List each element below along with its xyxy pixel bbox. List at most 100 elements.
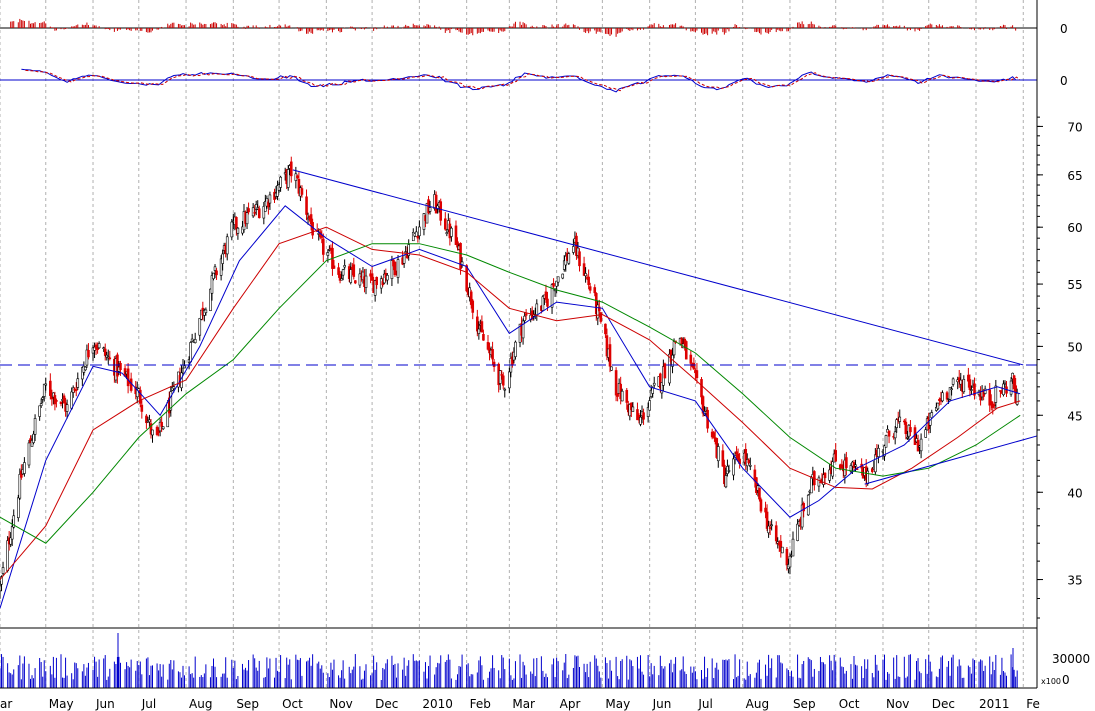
- candle-body: [145, 415, 148, 424]
- candle-body: [204, 309, 208, 313]
- candle-body: [482, 334, 485, 341]
- candle-body: [768, 527, 772, 529]
- candle-body: [103, 348, 107, 356]
- candle-body: [354, 280, 357, 284]
- vertical-grid: [0, 0, 1024, 688]
- candle-body: [884, 435, 888, 448]
- candle-body: [930, 412, 934, 419]
- candle-body: [550, 284, 554, 308]
- candle-body: [151, 429, 154, 436]
- candle-body: [501, 375, 505, 386]
- candle-body: [425, 203, 429, 224]
- candle-body: [692, 362, 696, 370]
- candle-body: [983, 388, 987, 394]
- candle-body: [183, 365, 186, 369]
- candle-body: [62, 395, 66, 404]
- candle-body: [286, 169, 290, 188]
- candle-body: [598, 306, 601, 312]
- candle-body: [765, 511, 769, 529]
- candle-body: [523, 315, 526, 321]
- candle-body: [454, 225, 458, 246]
- candle-body: [967, 374, 970, 382]
- candle-body: [968, 379, 972, 390]
- candle-body: [994, 385, 998, 403]
- volume-panel: [0, 633, 1018, 688]
- candle-body: [535, 303, 539, 316]
- candle-body: [108, 357, 112, 360]
- candle-body: [503, 388, 507, 391]
- candle-body: [96, 347, 99, 350]
- candle-body: [74, 389, 78, 391]
- candle-body: [477, 328, 481, 334]
- candle-body: [296, 175, 299, 179]
- candle-body: [42, 383, 46, 397]
- candle-body: [620, 390, 624, 402]
- histogram-zero-label: 0: [1060, 22, 1068, 36]
- candle-body: [498, 370, 502, 384]
- candle-body: [38, 405, 41, 417]
- candle-body: [828, 469, 831, 481]
- candle-body: [230, 221, 234, 238]
- candle-body: [898, 416, 902, 422]
- candle-body: [572, 246, 575, 253]
- candle-body: [845, 457, 848, 468]
- candle-body: [970, 389, 973, 391]
- candle-body: [646, 407, 650, 417]
- candle-body: [267, 201, 270, 208]
- candle-body: [53, 395, 57, 405]
- candle-body: [764, 507, 767, 513]
- candle-body: [404, 251, 407, 253]
- candle-body: [614, 370, 618, 396]
- candle-body: [578, 251, 581, 267]
- candle-body: [373, 280, 377, 296]
- candle-body: [309, 214, 313, 225]
- candle-body: [340, 278, 343, 281]
- candle-body: [556, 276, 560, 283]
- candle-body: [874, 454, 877, 473]
- candle-body: [157, 430, 160, 433]
- candle-body: [189, 342, 192, 363]
- candle-body: [245, 212, 249, 225]
- candle-body: [796, 523, 799, 541]
- x-tick-label: Mar: [512, 697, 535, 711]
- candle-body: [877, 448, 880, 457]
- candle-body: [422, 213, 426, 230]
- x-tick-label: Dec: [375, 697, 398, 711]
- candle-body: [919, 438, 923, 452]
- x-tick-label: Apr: [560, 697, 581, 711]
- x-tick-label: Oct: [282, 697, 303, 711]
- candle-body: [514, 341, 517, 357]
- candle-body: [555, 280, 558, 287]
- candle-body: [251, 207, 255, 217]
- candle-body: [1, 567, 5, 574]
- candle-body: [276, 185, 279, 197]
- x-tick-label: Oct: [839, 697, 860, 711]
- candle-body: [23, 462, 26, 474]
- candle-body: [895, 419, 899, 428]
- candle-body: [594, 293, 598, 315]
- candle-body: [289, 161, 293, 177]
- x-tick-label: Jun: [95, 697, 115, 711]
- candle-body: [364, 275, 368, 288]
- candle-body: [268, 194, 272, 204]
- x-tick-label: ar: [0, 697, 12, 711]
- candle-body: [320, 235, 324, 238]
- candle-body: [1003, 382, 1007, 385]
- candle-body: [358, 273, 362, 286]
- candle-body: [599, 312, 603, 322]
- candle-body: [236, 227, 240, 234]
- candle-body: [732, 458, 735, 476]
- candle-body: [639, 416, 642, 425]
- candle-body: [712, 432, 716, 438]
- candle-body: [636, 409, 639, 421]
- candle-body: [149, 423, 153, 435]
- candle-body: [32, 433, 35, 443]
- ma-slow-line: [0, 243, 1021, 544]
- candle-body: [445, 232, 449, 235]
- candle-body: [321, 238, 325, 255]
- candle-body: [85, 349, 89, 366]
- candle-body: [544, 291, 548, 300]
- volume-tick-label: 0: [1062, 673, 1070, 687]
- candle-body: [337, 267, 340, 275]
